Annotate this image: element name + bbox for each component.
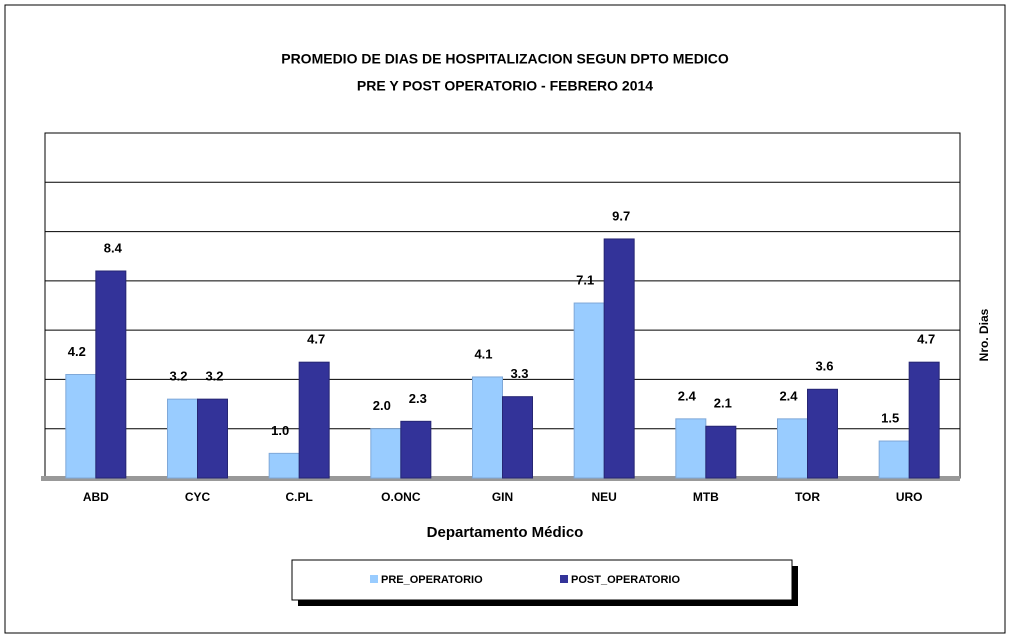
bar — [573, 302, 605, 479]
value-label: 4.7 — [917, 332, 935, 347]
bar — [167, 398, 198, 479]
x-axis-title: Departamento Médico — [427, 524, 584, 541]
value-label: 4.1 — [474, 346, 492, 361]
x-tick-label: TOR — [795, 490, 820, 504]
bar — [777, 418, 808, 479]
value-label: 7.1 — [576, 272, 594, 287]
value-label: 2.4 — [779, 388, 798, 403]
x-tick-label: NEU — [591, 490, 616, 504]
x-tick-label: GIN — [492, 490, 513, 504]
value-label: 4.7 — [307, 332, 325, 347]
bar — [65, 374, 97, 479]
chart-title: PROMEDIO DE DIAS DE HOSPITALIZACION SEGU… — [281, 51, 729, 67]
legend-box — [291, 559, 793, 601]
bar — [908, 361, 940, 479]
value-label: 2.0 — [373, 398, 391, 413]
value-label: 2.3 — [409, 391, 427, 406]
bar — [675, 418, 707, 479]
bar — [807, 388, 838, 479]
bar — [472, 376, 503, 479]
value-label: 1.0 — [271, 423, 289, 438]
value-label: 3.6 — [815, 359, 833, 374]
bar — [197, 398, 228, 479]
x-tick-label: URO — [896, 490, 923, 504]
x-tick-label: MTB — [693, 490, 719, 504]
bar — [603, 238, 635, 479]
bar — [878, 440, 910, 479]
x-tick-label: O.ONC — [381, 490, 421, 504]
x-tick-label: C.PL — [285, 490, 312, 504]
value-label: 8.4 — [104, 240, 123, 255]
legend-swatch — [560, 575, 568, 583]
chart-subtitle: PRE Y POST OPERATORIO - FEBRERO 2014 — [357, 78, 653, 94]
value-label: 3.3 — [510, 366, 528, 381]
value-label: 2.4 — [678, 388, 697, 403]
bar — [502, 396, 533, 479]
value-label: 3.2 — [169, 369, 187, 384]
value-label: 3.2 — [205, 369, 223, 384]
value-label: 9.7 — [612, 208, 630, 223]
legend-label: PRE_OPERATORIO — [381, 574, 483, 586]
bar — [370, 428, 402, 479]
bar — [298, 361, 330, 479]
x-tick-label: ABD — [83, 490, 109, 504]
legend-swatch — [370, 575, 378, 583]
bar — [268, 452, 300, 479]
bar — [400, 420, 432, 479]
value-label: 1.5 — [881, 410, 899, 425]
bar — [95, 270, 127, 479]
value-label: 4.2 — [68, 344, 86, 359]
bar — [705, 425, 737, 479]
legend-label: POST_OPERATORIO — [571, 574, 680, 586]
x-tick-label: CYC — [185, 490, 211, 504]
value-label: 2.1 — [714, 396, 732, 411]
y-axis-title: Nro. Dias — [977, 308, 991, 361]
